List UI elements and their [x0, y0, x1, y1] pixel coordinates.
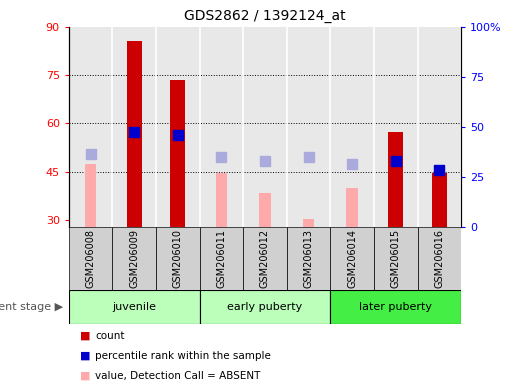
Text: juvenile: juvenile: [112, 302, 156, 312]
Text: GSM206011: GSM206011: [216, 229, 226, 288]
Text: early puberty: early puberty: [227, 302, 303, 312]
Bar: [347, 188, 358, 227]
Text: GSM206009: GSM206009: [129, 229, 139, 288]
Title: GDS2862 / 1392124_at: GDS2862 / 1392124_at: [184, 9, 346, 23]
Bar: [85, 164, 96, 227]
Text: value, Detection Call = ABSENT: value, Detection Call = ABSENT: [95, 371, 261, 381]
Bar: [112, 227, 156, 290]
Point: [304, 154, 313, 161]
Text: GSM206013: GSM206013: [304, 229, 314, 288]
Bar: [200, 290, 330, 324]
Text: GSM206015: GSM206015: [391, 229, 401, 288]
Text: ■: ■: [80, 371, 90, 381]
Point: [86, 151, 95, 157]
Bar: [287, 227, 330, 290]
Bar: [127, 41, 142, 227]
Text: later puberty: later puberty: [359, 302, 432, 312]
Bar: [259, 193, 271, 227]
Text: development stage ▶: development stage ▶: [0, 302, 64, 312]
Text: GSM206014: GSM206014: [347, 229, 357, 288]
Point: [348, 161, 356, 167]
Point: [261, 157, 269, 164]
Bar: [432, 174, 447, 227]
Bar: [330, 290, 461, 324]
Point: [217, 154, 226, 161]
Bar: [69, 227, 112, 290]
Bar: [303, 218, 314, 227]
Text: GSM206010: GSM206010: [173, 229, 183, 288]
Point: [435, 167, 444, 173]
Text: GSM206016: GSM206016: [434, 229, 444, 288]
Bar: [69, 290, 200, 324]
Text: GSM206012: GSM206012: [260, 229, 270, 288]
Text: ■: ■: [80, 331, 90, 341]
Point: [392, 157, 400, 164]
Text: percentile rank within the sample: percentile rank within the sample: [95, 351, 271, 361]
Bar: [330, 227, 374, 290]
Bar: [418, 227, 461, 290]
Point: [130, 129, 138, 135]
Text: ■: ■: [80, 351, 90, 361]
Bar: [216, 174, 227, 227]
Bar: [200, 227, 243, 290]
Bar: [388, 132, 403, 227]
Bar: [156, 227, 200, 290]
Bar: [243, 227, 287, 290]
Bar: [170, 80, 185, 227]
Text: count: count: [95, 331, 125, 341]
Text: GSM206008: GSM206008: [86, 229, 96, 288]
Bar: [374, 227, 418, 290]
Point: [174, 132, 182, 138]
